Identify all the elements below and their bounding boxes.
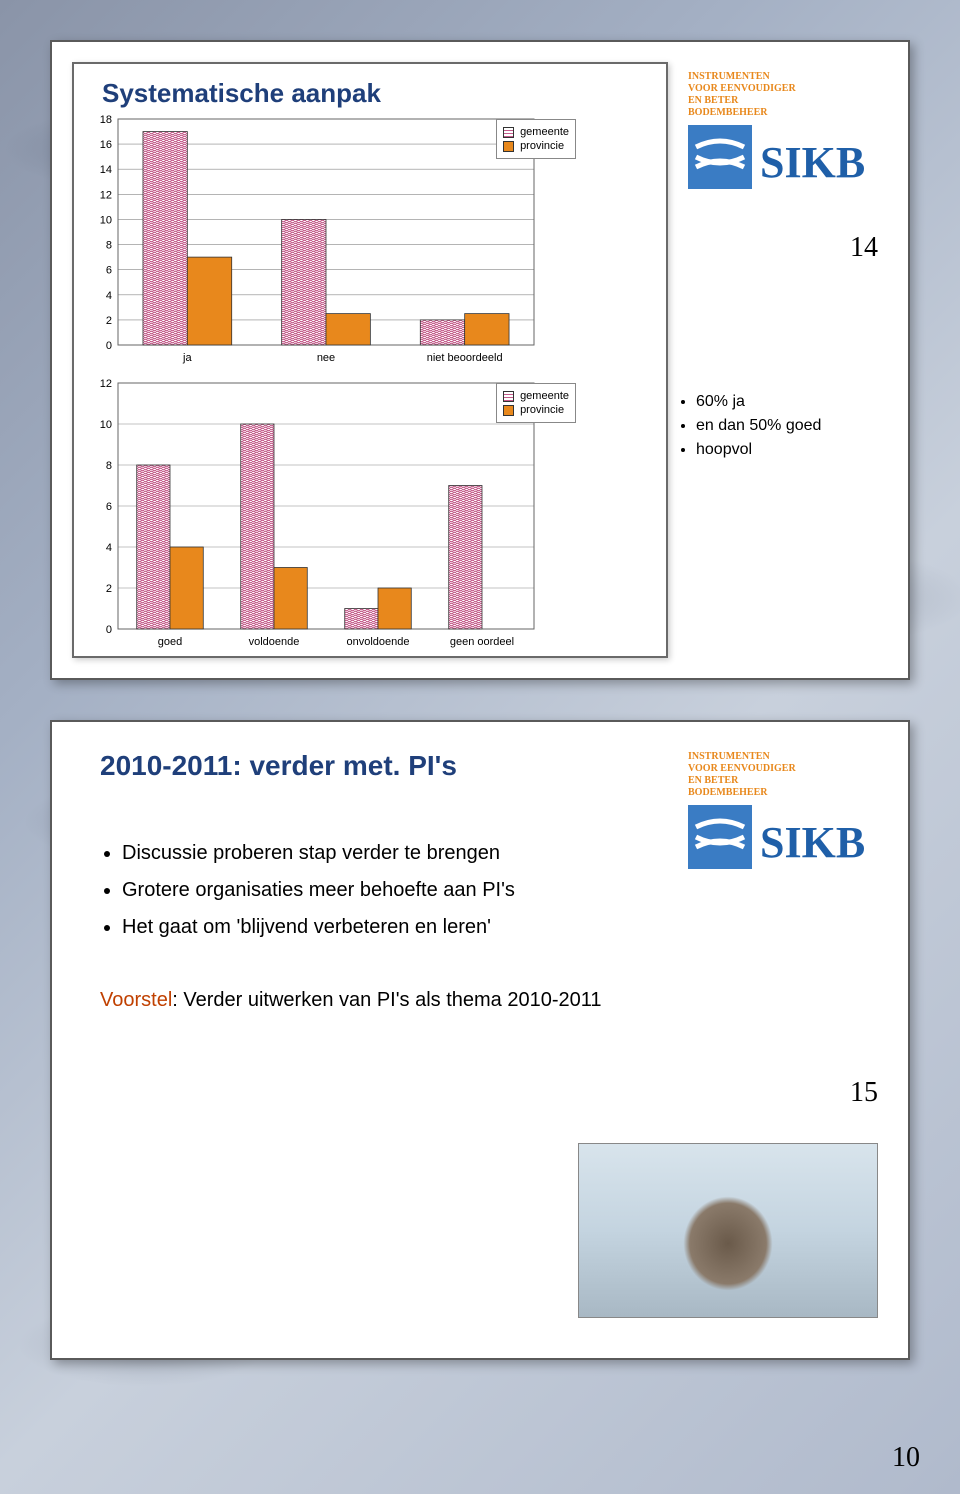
svg-text:4: 4	[106, 290, 112, 302]
bullet: Grotere organisaties meer behoefte aan P…	[122, 879, 908, 902]
side-bullet: 60% ja	[696, 393, 878, 411]
svg-text:EN BETER: EN BETER	[688, 775, 739, 786]
svg-text:8: 8	[106, 240, 112, 252]
svg-text:12: 12	[100, 189, 112, 201]
slide2-image	[578, 1143, 878, 1318]
slide1-side-bullets: 60% ja en dan 50% goed hoopvol	[678, 387, 878, 465]
svg-text:0: 0	[106, 624, 112, 636]
svg-text:SIKB: SIKB	[760, 818, 865, 867]
svg-text:geen oordeel: geen oordeel	[450, 636, 514, 648]
svg-text:4: 4	[106, 542, 112, 554]
svg-text:8: 8	[106, 460, 112, 472]
svg-text:10: 10	[100, 214, 112, 226]
logo-tag1: INSTRUMENTEN	[688, 71, 770, 82]
logo-tag3: EN BETER	[688, 95, 739, 106]
svg-text:ja: ja	[182, 352, 192, 364]
slide1-page-number: 14	[850, 232, 878, 264]
svg-text:6: 6	[106, 265, 112, 277]
proposal-label: Voorstel	[100, 989, 172, 1011]
svg-text:2: 2	[106, 315, 112, 327]
sikb-logo: INSTRUMENTEN VOOR EENVOUDIGER EN BETER B…	[688, 67, 878, 202]
chart1: 0 2 4 6 8 10 12 14 16 18 ja nee niet beoordeeld geme…	[84, 113, 656, 373]
slide-1: INSTRUMENTEN VOOR EENVOUDIGER EN BETER B…	[50, 40, 910, 680]
side-bullet: en dan 50% goed	[696, 417, 878, 435]
chart1-legend: gemeente provincie	[496, 119, 576, 159]
svg-text:onvoldoende: onvoldoende	[346, 636, 409, 648]
chart2: 0 2 4 6 8 10 12 goed voldoende onvoldoende geen oo…	[84, 377, 656, 657]
svg-text:18: 18	[100, 114, 112, 126]
sikb-logo: INSTRUMENTEN VOOR EENVOUDIGER EN BETER B…	[688, 747, 878, 882]
svg-text:voldoende: voldoende	[249, 636, 300, 648]
legend-label: provincie	[520, 404, 564, 416]
slide2-page-number: 15	[850, 1077, 878, 1109]
slide1-title: Systematische aanpak	[74, 64, 666, 109]
legend-label: provincie	[520, 140, 564, 152]
svg-text:6: 6	[106, 501, 112, 513]
slide-2: INSTRUMENTEN VOOR EENVOUDIGER EN BETER B…	[50, 720, 910, 1360]
bullet: Het gaat om 'blijvend verbeteren en lere…	[122, 916, 908, 939]
svg-text:VOOR EENVOUDIGER: VOOR EENVOUDIGER	[688, 763, 796, 774]
svg-text:INSTRUMENTEN: INSTRUMENTEN	[688, 751, 770, 762]
svg-text:2: 2	[106, 583, 112, 595]
logo-tag2: VOOR EENVOUDIGER	[688, 83, 796, 94]
side-bullet: hoopvol	[696, 441, 878, 459]
logo-name: SIKB	[760, 138, 865, 187]
svg-text:goed: goed	[158, 636, 182, 648]
proposal-text: : Verder uitwerken van PI's als thema 20…	[172, 989, 601, 1011]
slide2-proposal: Voorstel: Verder uitwerken van PI's als …	[100, 989, 908, 1012]
chart2-legend: gemeente provincie	[496, 383, 576, 423]
document-page-number: 10	[892, 1442, 920, 1474]
legend-label: gemeente	[520, 126, 569, 138]
logo-tag4: BODEMBEHEER	[688, 107, 768, 118]
svg-text:14: 14	[100, 164, 112, 176]
svg-text:niet beoordeeld: niet beoordeeld	[427, 352, 503, 364]
svg-text:12: 12	[100, 378, 112, 390]
svg-text:0: 0	[106, 340, 112, 352]
svg-text:BODEMBEHEER: BODEMBEHEER	[688, 787, 768, 798]
svg-text:10: 10	[100, 419, 112, 431]
legend-label: gemeente	[520, 390, 569, 402]
svg-text:16: 16	[100, 139, 112, 151]
slide1-inner-frame: Systematische aanpak 0 2 4 6 8 10 12 14 16 18 ja ne…	[72, 62, 668, 658]
svg-text:nee: nee	[317, 352, 335, 364]
